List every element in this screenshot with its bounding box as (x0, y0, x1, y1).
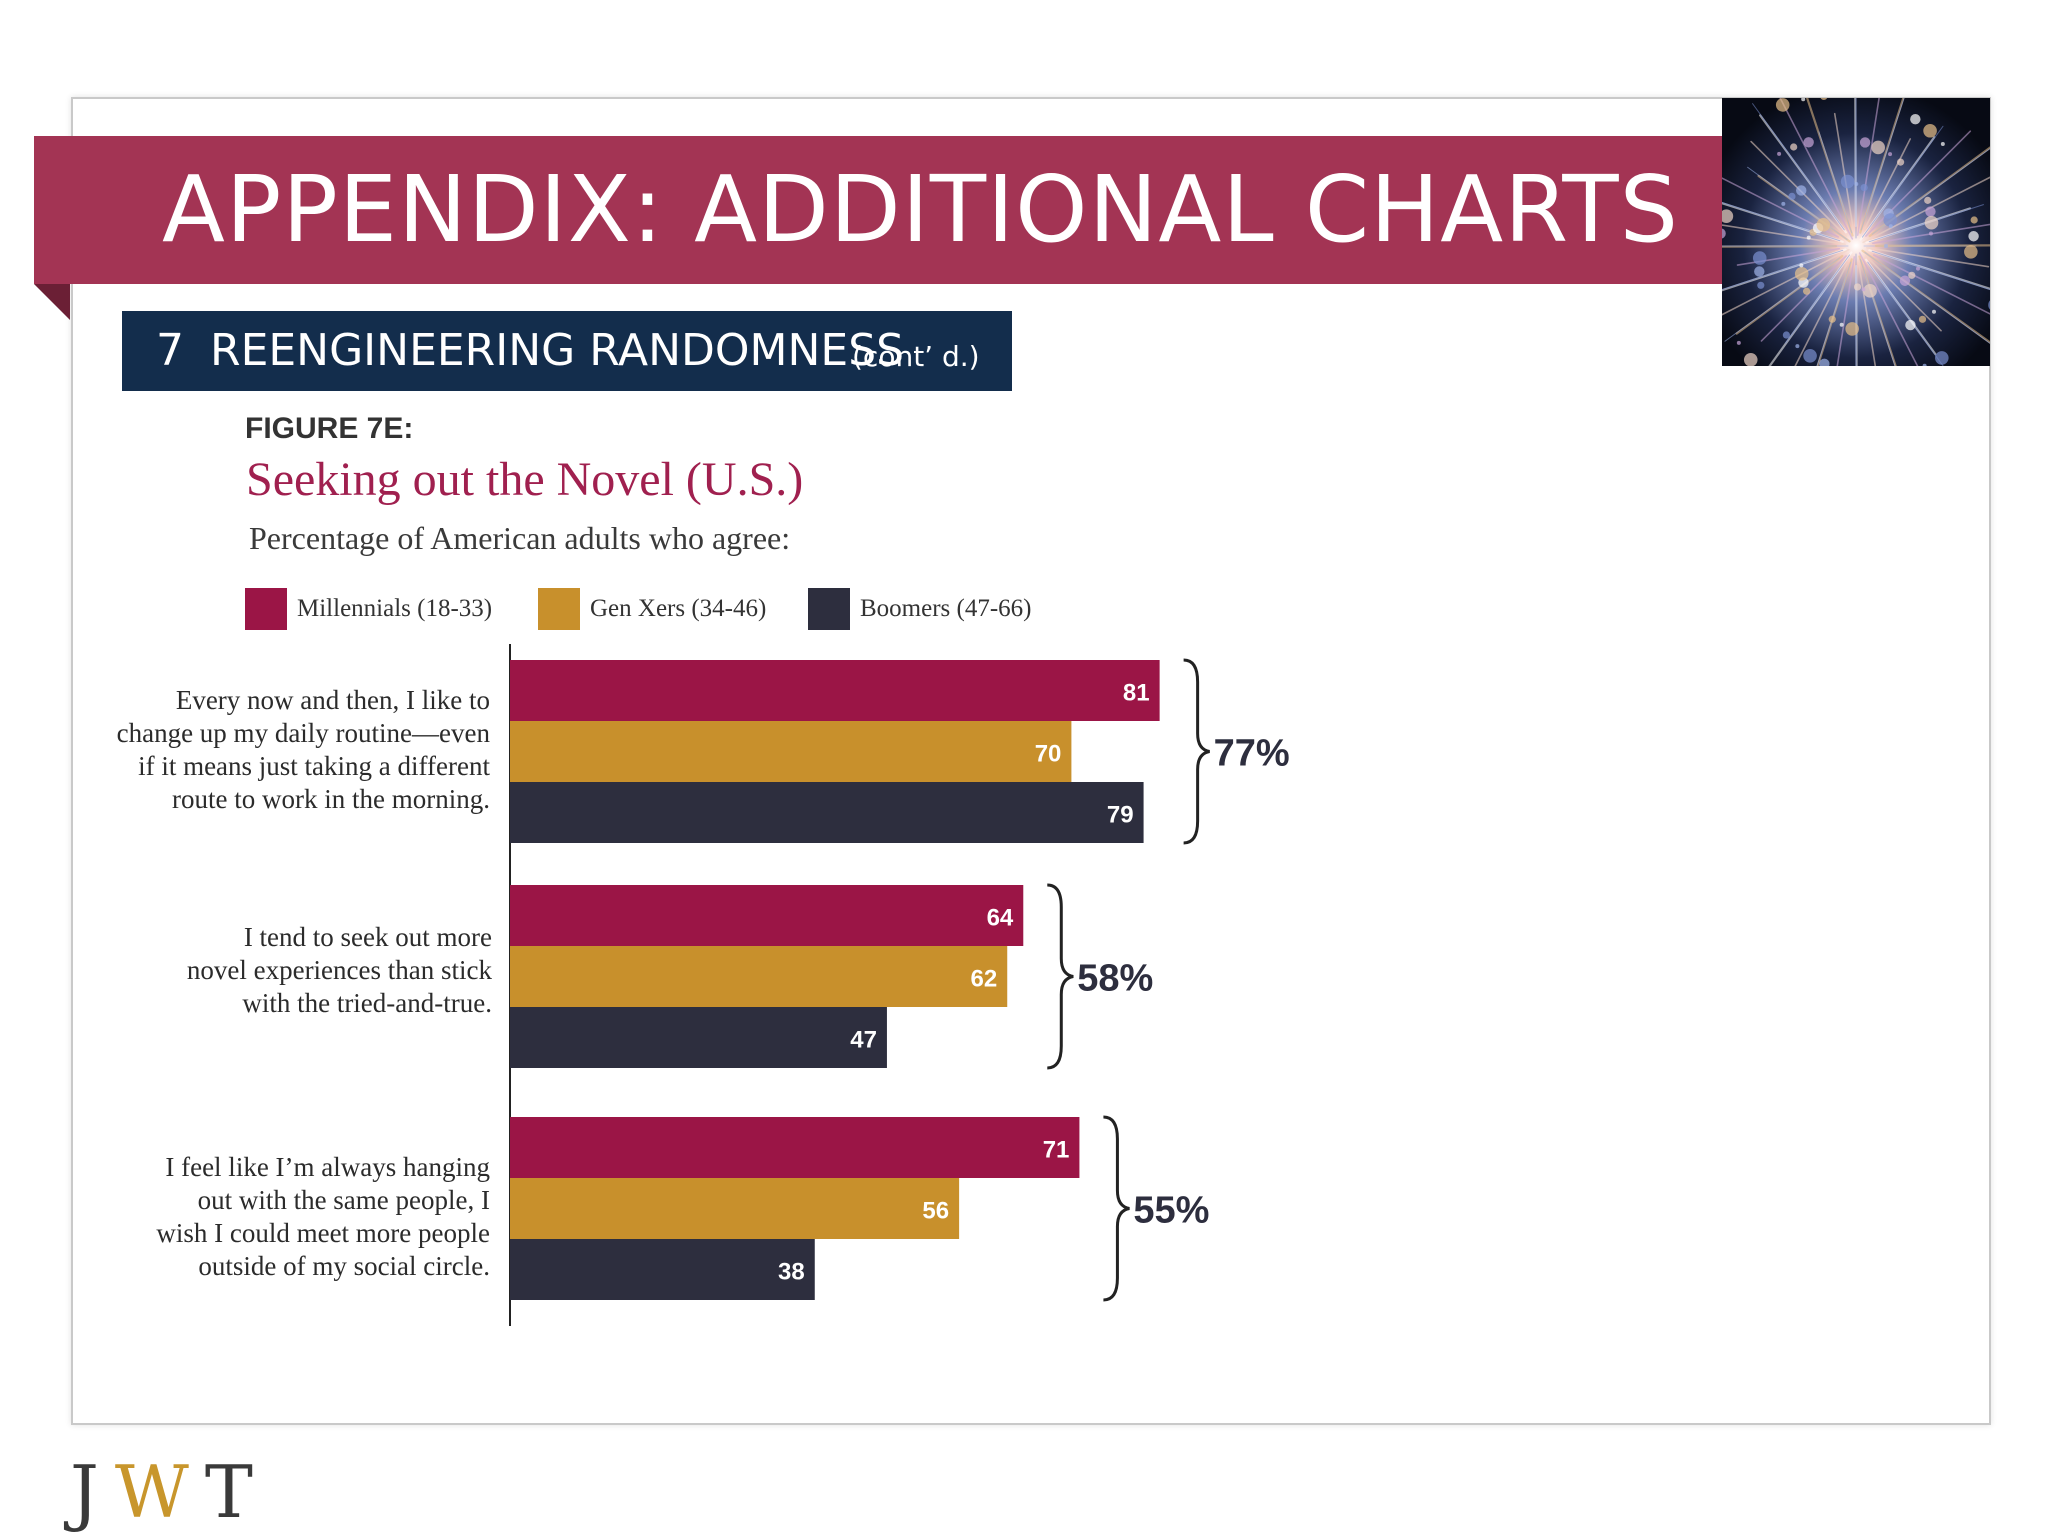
data-label-boomers-3: 38 (778, 1259, 805, 1286)
bar-gen-xers-2 (510, 946, 1008, 1007)
data-label-gen-xers-1: 70 (1035, 741, 1062, 768)
category-label-line: outside of my social circle. (198, 1251, 490, 1281)
group-bracket-3 (1103, 1115, 1130, 1302)
group-total-2: 58% (1077, 958, 1153, 1000)
group-bracket-2 (1047, 883, 1074, 1070)
category-label-line: novel experiences than stick (186, 955, 492, 985)
bar-boomers-2 (510, 1007, 887, 1068)
logo-letter-w: W (114, 1450, 205, 1534)
category-label-social: I feel like I’m always hanging out with … (90, 1151, 490, 1283)
jwt-logo: JWT (70, 1452, 269, 1532)
chart-subtitle: Percentage of American adults who agree: (249, 520, 791, 556)
legend-swatch-millennials (245, 588, 287, 630)
data-label-boomers-1: 79 (1107, 802, 1134, 829)
category-label-line: if it means just taking a different (138, 751, 490, 781)
data-label-gen-xers-3: 56 (922, 1198, 949, 1225)
page-title: APPENDIX: ADDITIONAL CHARTS (162, 156, 1680, 263)
legend-label-gen-xers: Gen Xers (34-46) (590, 595, 767, 622)
section-bar: 7 REENGINEERING RANDOMNESS (cont’ d.) (122, 311, 1012, 391)
bar-millennials-3 (510, 1117, 1080, 1178)
category-label-line: wish I could meet more people (156, 1218, 490, 1248)
chart-title: Seeking out the Novel (U.S.) (246, 453, 804, 506)
bar-boomers-1 (510, 782, 1144, 843)
title-banner (34, 136, 1734, 284)
bar-millennials-1 (510, 660, 1160, 721)
category-label-line: I feel like I’m always hanging (165, 1152, 490, 1182)
bar-gen-xers-3 (510, 1178, 960, 1239)
bar-millennials-2 (510, 885, 1024, 946)
category-label-line: I tend to seek out more (243, 922, 492, 952)
data-label-gen-xers-2: 62 (971, 966, 998, 993)
category-label-line: route to work in the morning. (172, 784, 490, 814)
section-title: REENGINEERING RANDOMNESS (210, 325, 905, 376)
section-suffix: (cont’ d.) (852, 340, 980, 373)
section-number: 7 (156, 325, 184, 376)
logo-letter-t: T (204, 1450, 269, 1534)
legend-label-millennials: Millennials (18-33) (297, 595, 493, 622)
legend-label-boomers: Boomers (47-66) (860, 595, 1032, 622)
group-total-3: 55% (1133, 1190, 1209, 1232)
data-label-millennials-1: 81 (1123, 680, 1150, 707)
category-label-novel: I tend to seek out more novel experience… (92, 921, 492, 1020)
bar-boomers-3 (510, 1239, 815, 1300)
category-label-line: Every now and then, I like to (175, 685, 490, 715)
category-label-line: change up my daily routine—even (116, 718, 490, 748)
category-label-line: out with the same people, I (197, 1185, 490, 1215)
legend-swatch-gen-xers (538, 588, 580, 630)
data-label-millennials-2: 64 (987, 905, 1014, 932)
fiber-optic-photo (1722, 98, 1990, 366)
category-label-routine: Every now and then, I like to change up … (90, 684, 490, 816)
group-bracket-1 (1183, 658, 1210, 845)
group-total-1: 77% (1214, 733, 1290, 775)
bar-gen-xers-1 (510, 721, 1072, 782)
fiber-optic-image (1722, 98, 1990, 366)
legend-swatch-boomers (808, 588, 850, 630)
data-label-boomers-2: 47 (850, 1027, 877, 1054)
category-label-line: with the tried-and-true. (242, 988, 492, 1018)
banner-fold (34, 284, 70, 320)
logo-letter-j: J (70, 1450, 115, 1534)
data-label-millennials-3: 71 (1043, 1137, 1070, 1164)
figure-label: FIGURE 7E: (245, 412, 414, 445)
